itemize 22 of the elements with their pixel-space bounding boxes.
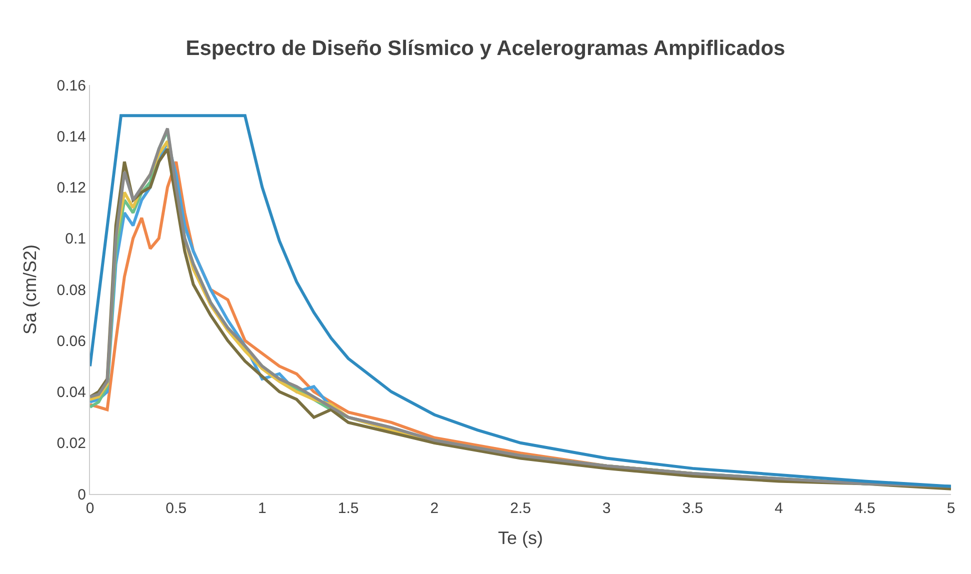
x-tick-label: 3 bbox=[602, 500, 611, 517]
chart-title: Espectro de Diseño Slísmico y Acelerogramas Ampiflicados bbox=[186, 36, 786, 60]
y-tick-label: 0.02 bbox=[56, 435, 86, 452]
y-tick-label: 0 bbox=[78, 486, 86, 504]
x-tick-label: 4.5 bbox=[854, 500, 876, 517]
x-tick-label: 3.5 bbox=[682, 500, 704, 517]
y-tick-label: 0.12 bbox=[56, 180, 86, 196]
x-tick-label: 4 bbox=[774, 500, 783, 517]
y-tick-label: 0.04 bbox=[56, 384, 86, 401]
y-tick-label: 0.1 bbox=[65, 230, 86, 248]
x-axis-title: Te (s) bbox=[498, 528, 543, 548]
x-tick-label: 2.5 bbox=[510, 500, 531, 517]
x-tick-label: 5 bbox=[946, 500, 956, 517]
x-tick-label: 1 bbox=[258, 500, 266, 517]
x-tick-label: 2 bbox=[430, 500, 439, 517]
y-tick-label: 0.06 bbox=[56, 332, 86, 350]
y-tick-label: 0.14 bbox=[56, 128, 86, 146]
x-tick-label: 1.5 bbox=[338, 500, 359, 517]
y-tick-label: 0.08 bbox=[56, 282, 86, 299]
y-axis-title: Sa (cm/S2) bbox=[20, 244, 40, 335]
x-tick-label: 0.5 bbox=[166, 500, 187, 517]
y-tick-label: 0.16 bbox=[56, 77, 86, 94]
